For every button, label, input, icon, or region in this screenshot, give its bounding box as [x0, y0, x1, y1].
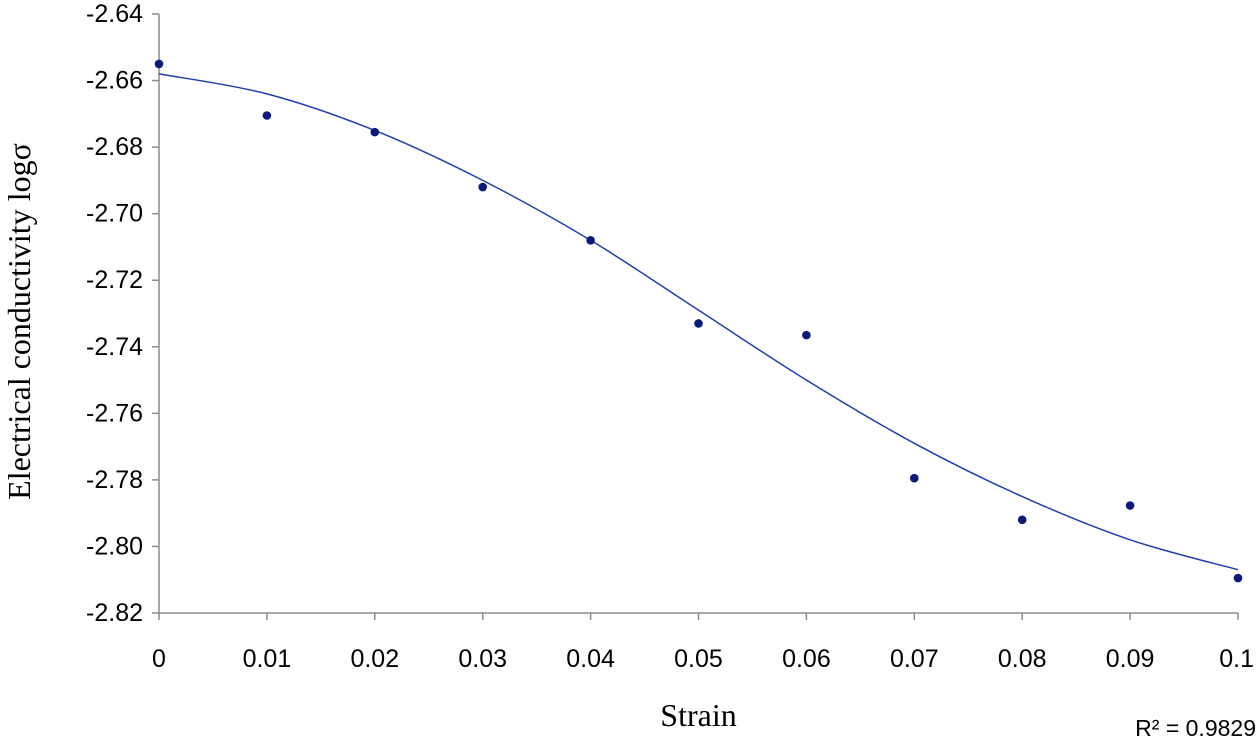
data-point [1233, 573, 1243, 583]
x-tick-label: 0.06 [782, 645, 831, 673]
data-point [802, 330, 811, 340]
y-tick-label: -2.68 [86, 133, 143, 161]
y-tick-label: -2.74 [86, 333, 143, 361]
data-point [1125, 501, 1135, 510]
data-point [910, 473, 919, 483]
data-point [262, 111, 272, 120]
x-tick-label: 0.01 [243, 645, 292, 673]
data-point [586, 235, 595, 245]
x-tick-label: 0 [152, 645, 166, 673]
y-tick-label: -2.64 [86, 0, 143, 28]
x-tick-label: 0.07 [890, 645, 939, 673]
data-points [154, 59, 1243, 583]
x-tick-label: 0.02 [350, 645, 399, 673]
fit-curve [158, 73, 1239, 571]
x-tick-label: 0.08 [998, 645, 1047, 673]
y-tick-label: -2.76 [86, 399, 143, 427]
data-point [1017, 515, 1027, 525]
y-ticks: -2.64 -2.66 -2.68 -2.70 -2.72 -2.74 -2.76 -2.78… [86, 0, 159, 627]
data-point [154, 59, 164, 69]
y-tick-label: -2.78 [86, 466, 143, 494]
r-squared-label: R² = 0.9829 [1135, 715, 1256, 740]
y-tick-label: -2.66 [86, 67, 143, 95]
x-tick-label: 0.05 [674, 645, 723, 673]
y-tick-label: -2.70 [86, 200, 143, 228]
x-ticks: 0 0.01 0.02 0.03 0.04 0.05 0.06 0.07 0.08 0.09 0.1 [152, 613, 1254, 673]
data-point [694, 319, 703, 328]
y-axis-title: Electrical conductivity logσ [1, 143, 37, 500]
x-tick-label: 0.04 [566, 645, 615, 673]
x-tick-label: 0.03 [458, 645, 507, 673]
y-tick-label: -2.72 [86, 266, 143, 294]
x-tick-label: 0.09 [1106, 645, 1155, 673]
axes [158, 14, 1238, 614]
x-tick-label: 0.1 [1219, 645, 1254, 673]
y-tick-label: -2.80 [86, 532, 143, 560]
data-point [478, 182, 488, 192]
y-tick-label: -2.82 [86, 599, 143, 627]
x-axis-title: Strain [660, 697, 736, 733]
data-point [370, 127, 380, 137]
